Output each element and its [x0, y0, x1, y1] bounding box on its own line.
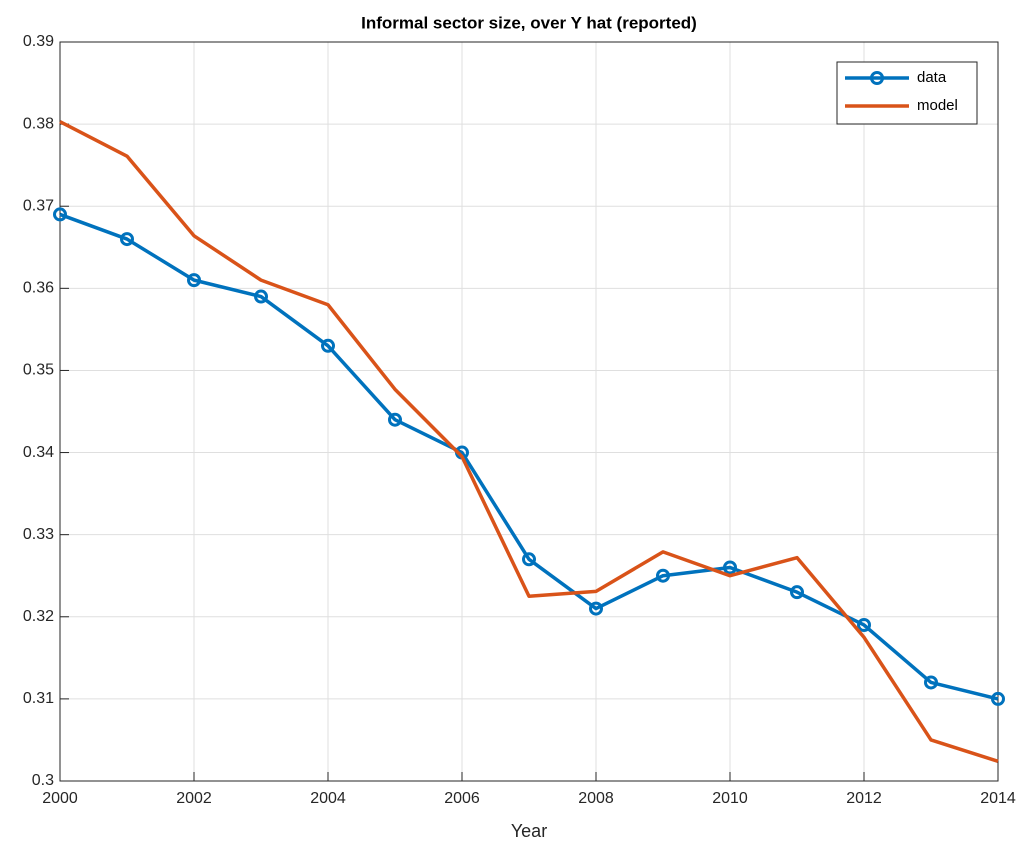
- data-point: [254, 289, 268, 304]
- x-tick-label: 2002: [176, 790, 212, 807]
- data-point: [723, 560, 737, 575]
- y-tick-label: 0.37: [23, 197, 54, 214]
- y-tick-label: 0.32: [23, 608, 54, 625]
- y-tick-label: 0.3: [32, 772, 54, 789]
- legend-label: data: [917, 69, 947, 86]
- axes-box: [59, 41, 999, 782]
- y-tick-label: 0.34: [23, 444, 54, 461]
- data-point: [522, 552, 536, 567]
- data-point: [790, 585, 804, 600]
- y-tick-label: 0.33: [23, 526, 54, 543]
- x-tick-label: 2014: [980, 790, 1016, 807]
- x-tick-label: 2006: [444, 790, 480, 807]
- x-axis-label: Year: [511, 821, 547, 841]
- x-tick-label: 2000: [42, 790, 78, 807]
- data-point: [388, 412, 402, 427]
- x-tick-label: 2004: [310, 790, 346, 807]
- data-point: [187, 273, 201, 288]
- data-point: [991, 691, 1005, 706]
- y-tick-label: 0.38: [23, 115, 54, 132]
- x-tick-label: 2008: [578, 790, 614, 807]
- y-tick-label: 0.35: [23, 362, 54, 379]
- x-tick-label: 2010: [712, 790, 748, 807]
- legend-marker: [870, 71, 884, 85]
- data-point: [924, 675, 938, 690]
- chart-title: Informal sector size, over Y hat (report…: [361, 13, 697, 32]
- y-tick-label: 0.36: [23, 280, 54, 297]
- data-point: [589, 601, 603, 616]
- x-tick-label: 2012: [846, 790, 882, 807]
- series-line: [59, 120, 999, 763]
- data-point: [857, 617, 871, 632]
- y-tick-label: 0.39: [23, 33, 54, 50]
- series-line: [59, 212, 999, 701]
- legend-box: [836, 61, 978, 125]
- data-point: [321, 338, 335, 353]
- data-point: [53, 207, 67, 222]
- y-tick-label: 0.31: [23, 690, 54, 707]
- legend-label: model: [917, 97, 958, 114]
- plot-area: [60, 42, 998, 781]
- data-point: [656, 568, 670, 583]
- data-point: [120, 232, 134, 247]
